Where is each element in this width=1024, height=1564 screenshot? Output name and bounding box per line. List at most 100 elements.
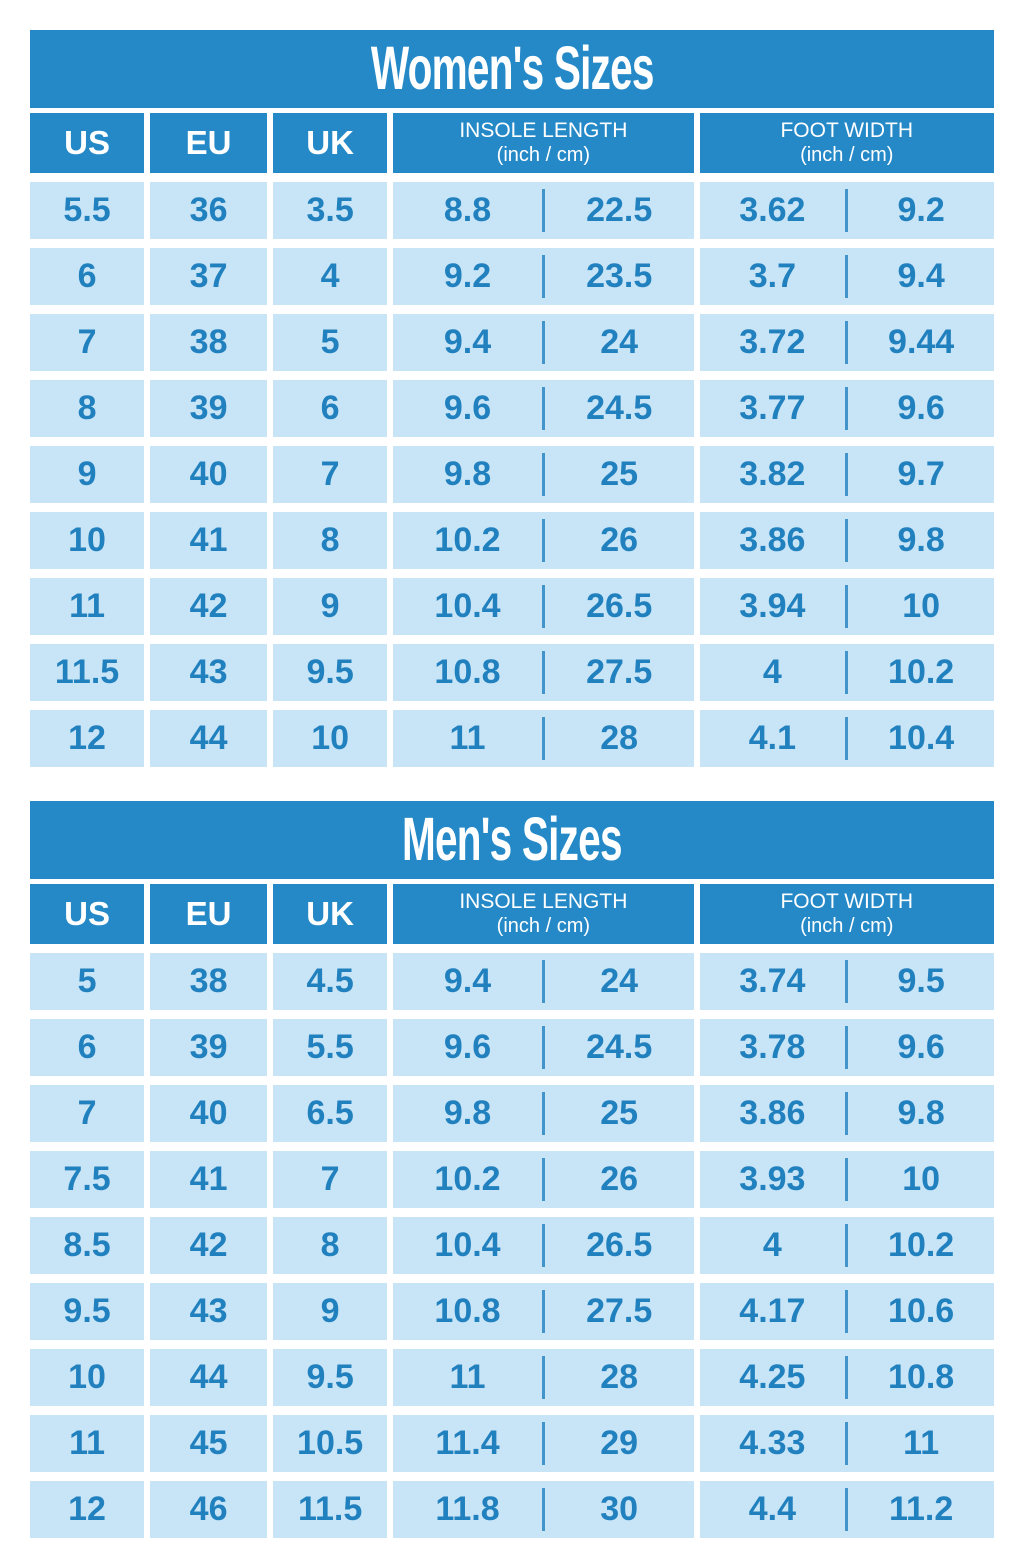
us-size-cell: 8 xyxy=(30,380,145,437)
size-row: 10 41 8 10.2 26 3.86 9.8 xyxy=(30,512,994,569)
uk-size-cell: 4.5 xyxy=(273,953,388,1010)
foot-width-cm-value: 9.8 xyxy=(897,1094,945,1132)
insole-length-inch-value: 11 xyxy=(449,719,486,757)
eu-size-cell: 39 xyxy=(150,1019,268,1076)
size-row: 9 40 7 9.8 25 3.82 9.7 xyxy=(30,446,994,503)
us-size-cell: 10 xyxy=(30,1349,145,1406)
inch-cm-divider xyxy=(845,1422,849,1465)
foot-width-inch-value: 4 xyxy=(762,1226,782,1264)
eu-size-cell: 38 xyxy=(150,953,268,1010)
foot-width-cell: 3.72 9.44 xyxy=(699,314,994,371)
foot-width-inch-value: 4.1 xyxy=(748,719,797,757)
foot-width-inch-value: 4.33 xyxy=(739,1424,806,1462)
us-size-cell: 6 xyxy=(30,248,145,305)
insole-length-cell: 9.8 25 xyxy=(393,446,694,503)
insole-length-inch-value: 10.2 xyxy=(434,1160,501,1198)
eu-size-cell: 44 xyxy=(150,1349,268,1406)
foot-width-inch-value: 4.17 xyxy=(739,1292,806,1330)
eu-size-cell: 37 xyxy=(150,248,268,305)
insole-length-cell: 9.4 24 xyxy=(393,314,694,371)
insole-length-cm-value: 24.5 xyxy=(586,1028,653,1066)
inch-cm-divider xyxy=(541,717,545,760)
column-header-label: EU xyxy=(185,124,232,161)
uk-size-cell: 11.5 xyxy=(273,1481,388,1538)
foot-width-cell: 4.4 11.2 xyxy=(699,1481,994,1538)
uk-size-cell: 10.5 xyxy=(273,1415,388,1472)
insole-length-cm-value: 26.5 xyxy=(586,1226,653,1264)
us-size-cell: 5.5 xyxy=(30,182,145,239)
foot-width-cm-value: 9.5 xyxy=(897,962,945,1000)
inch-cm-divider xyxy=(541,651,545,694)
uk-size-cell: 9.5 xyxy=(273,644,388,701)
insole-length-inch-value: 9.6 xyxy=(443,1028,492,1066)
eu-size-cell: 45 xyxy=(150,1415,268,1472)
size-row: 8 39 6 9.6 24.5 3.77 9.6 xyxy=(30,380,994,437)
insole-length-cm-value: 27.5 xyxy=(586,653,653,691)
column-header-label: UK xyxy=(306,124,354,161)
insole-length-cell: 8.8 22.5 xyxy=(393,182,694,239)
eu-size-cell: 40 xyxy=(150,1085,268,1142)
inch-cm-divider xyxy=(541,585,545,628)
insole-length-cell: 10.2 26 xyxy=(393,1151,694,1208)
inch-cm-divider xyxy=(845,1224,849,1267)
size-row: 7 38 5 9.4 24 3.72 9.44 xyxy=(30,314,994,371)
column-header-label: INSOLE LENGTH xyxy=(459,119,628,143)
mens-rows: 5 38 4.5 9.4 24 3.74 9.5 6 39 5.5 9.6 24… xyxy=(30,953,994,1538)
inch-cm-divider xyxy=(845,1290,849,1333)
column-header-units: (inch / cm) xyxy=(496,143,591,166)
inch-cm-divider xyxy=(845,255,849,298)
foot-width-inch-value: 3.78 xyxy=(739,1028,806,1066)
foot-width-cell: 4.1 10.4 xyxy=(699,710,994,767)
eu-size-cell: 46 xyxy=(150,1481,268,1538)
insole-length-cell: 9.6 24.5 xyxy=(393,380,694,437)
eu-size-cell: 40 xyxy=(150,446,268,503)
us-size-cell: 5 xyxy=(30,953,145,1010)
uk-size-cell: 6 xyxy=(273,380,388,437)
insole-length-cm-value: 27.5 xyxy=(586,1292,653,1330)
uk-size-cell: 9 xyxy=(273,1283,388,1340)
eu-size-cell: 39 xyxy=(150,380,268,437)
insole-length-inch-value: 10.2 xyxy=(434,521,501,559)
inch-cm-divider xyxy=(541,321,545,364)
foot-width-cm-value: 9.4 xyxy=(897,257,945,295)
insole-length-inch-value: 9.4 xyxy=(443,323,492,361)
size-row: 6 37 4 9.2 23.5 3.7 9.4 xyxy=(30,248,994,305)
inch-cm-divider xyxy=(845,387,849,430)
foot-width-inch-value: 3.86 xyxy=(739,1094,806,1132)
inch-cm-divider xyxy=(541,255,545,298)
foot-width-cell: 3.78 9.6 xyxy=(699,1019,994,1076)
uk-size-cell: 8 xyxy=(273,512,388,569)
inch-cm-divider xyxy=(541,1224,545,1267)
foot-width-cm-value: 10.8 xyxy=(888,1358,955,1396)
foot-width-inch-value: 3.62 xyxy=(739,191,806,229)
insole-length-inch-value: 10.8 xyxy=(434,1292,501,1330)
size-row: 8.5 42 8 10.4 26.5 4 10.2 xyxy=(30,1217,994,1274)
foot-width-inch-value: 3.93 xyxy=(739,1160,806,1198)
inch-cm-divider xyxy=(845,717,849,760)
eu-size-cell: 43 xyxy=(150,1283,268,1340)
uk-size-cell: 5 xyxy=(273,314,388,371)
foot-width-cm-value: 9.6 xyxy=(897,389,945,427)
foot-width-cm-value: 9.6 xyxy=(897,1028,945,1066)
us-size-cell: 11.5 xyxy=(30,644,145,701)
size-row: 5 38 4.5 9.4 24 3.74 9.5 xyxy=(30,953,994,1010)
foot-width-cm-value: 10.6 xyxy=(888,1292,955,1330)
inch-cm-divider xyxy=(541,189,545,232)
foot-width-cell: 4.25 10.8 xyxy=(699,1349,994,1406)
foot-width-cell: 4.17 10.6 xyxy=(699,1283,994,1340)
us-size-cell: 11 xyxy=(30,1415,145,1472)
womens-rows: 5.5 36 3.5 8.8 22.5 3.62 9.2 6 37 4 9.2 … xyxy=(30,182,994,767)
foot-width-inch-value: 3.86 xyxy=(739,521,806,559)
insole-length-cm-value: 22.5 xyxy=(586,191,653,229)
foot-width-cell: 3.93 10 xyxy=(699,1151,994,1208)
size-row: 6 39 5.5 9.6 24.5 3.78 9.6 xyxy=(30,1019,994,1076)
insole-length-cm-value: 24 xyxy=(600,962,639,1000)
insole-length-cm-value: 26 xyxy=(600,1160,639,1198)
foot-width-cm-value: 10.2 xyxy=(888,653,955,691)
insole-length-cm-value: 23.5 xyxy=(586,257,653,295)
insole-length-inch-value: 9.8 xyxy=(443,455,492,493)
us-size-cell: 12 xyxy=(30,1481,145,1538)
size-row: 7 40 6.5 9.8 25 3.86 9.8 xyxy=(30,1085,994,1142)
foot-width-cm-value: 10.2 xyxy=(888,1226,955,1264)
us-size-cell: 7 xyxy=(30,314,145,371)
